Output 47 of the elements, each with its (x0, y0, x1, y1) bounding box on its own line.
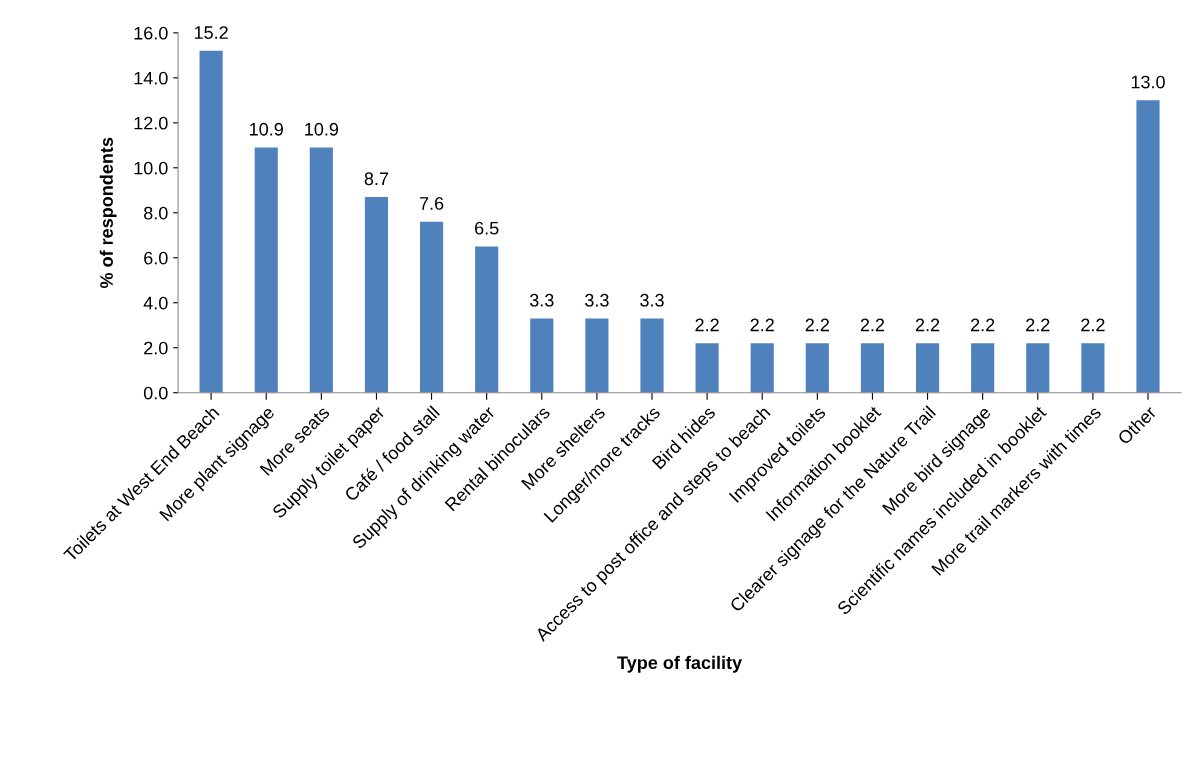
bar (860, 343, 885, 393)
data-label: 2.2 (805, 318, 829, 332)
data-label: 2.2 (750, 318, 774, 332)
bar (805, 343, 829, 393)
data-label: 7.6 (419, 197, 444, 210)
y-tick-label: 0.0 (143, 386, 168, 400)
data-label: 15.2 (194, 26, 228, 39)
bar (364, 197, 389, 393)
bar (640, 318, 664, 393)
data-label: 3.3 (640, 293, 664, 307)
bar (309, 147, 333, 393)
bar (419, 221, 444, 393)
bar (530, 318, 554, 393)
bar (199, 50, 223, 393)
y-tick-label: 2.0 (144, 341, 168, 355)
bar (1026, 343, 1050, 393)
data-label: 10.9 (250, 122, 283, 136)
y-axis-title: % of respondents (99, 137, 117, 289)
y-tick-label: 16.0 (134, 26, 168, 40)
data-label: 2.2 (971, 318, 995, 332)
bar (585, 318, 609, 393)
bar (1136, 100, 1160, 393)
x-axis-title: Type of facility (617, 655, 743, 673)
y-tick-label: 8.0 (144, 206, 168, 220)
data-label: 8.7 (364, 172, 389, 186)
bar (750, 343, 774, 393)
data-label: 3.3 (585, 293, 609, 307)
data-label: 10.9 (305, 122, 339, 136)
bar (971, 343, 995, 393)
bar (254, 147, 278, 393)
bar (1081, 343, 1105, 393)
bar (695, 343, 719, 393)
data-label: 2.2 (1026, 318, 1050, 332)
data-label: 3.3 (529, 293, 554, 307)
data-label: 2.2 (695, 318, 719, 332)
bar (915, 343, 940, 393)
data-label: 6.5 (475, 221, 499, 235)
y-tick-label: 10.0 (134, 161, 168, 175)
y-tick-label: 14.0 (134, 71, 168, 85)
data-label: 13.0 (1131, 75, 1165, 89)
y-tick-label: 12.0 (134, 116, 168, 130)
bar (475, 246, 499, 393)
data-label: 2.2 (1081, 318, 1105, 332)
y-tick-label: 4.0 (143, 296, 168, 310)
data-label: 2.2 (915, 318, 940, 332)
y-tick-label: 6.0 (144, 251, 168, 265)
data-label: 2.2 (860, 318, 885, 332)
